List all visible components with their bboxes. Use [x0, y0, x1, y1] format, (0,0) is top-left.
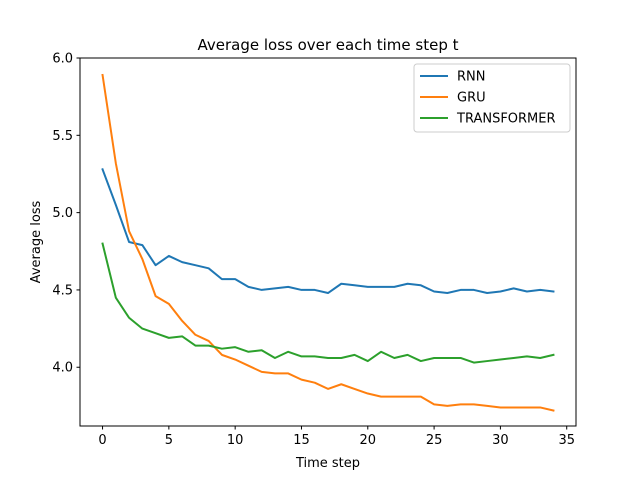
y-tick-label: 5.0: [52, 206, 73, 221]
x-tick-label: 5: [165, 433, 173, 448]
y-tick-label: 4.0: [52, 361, 73, 376]
y-tick-label: 6.0: [52, 52, 73, 67]
legend-label-transformer: TRANSFORMER: [456, 112, 556, 127]
x-tick-label: 10: [227, 433, 244, 448]
legend: RNN GRU TRANSFORMER: [413, 63, 571, 133]
x-tick-label: 35: [558, 433, 575, 448]
legend-label-gru: GRU: [457, 91, 486, 106]
y-axis-label: Average loss: [29, 200, 44, 283]
legend-label-rnn: RNN: [457, 70, 485, 85]
y-tick-label: 5.5: [52, 129, 73, 144]
x-tick-label: 0: [98, 433, 106, 448]
x-tick-label: 25: [426, 433, 443, 448]
plot-lines: [101, 73, 555, 412]
x-axis-label: Time step: [295, 456, 360, 471]
x-tick-label: 20: [360, 433, 377, 448]
x-tick-label: 15: [293, 433, 310, 448]
series-line-gru: [101, 73, 555, 412]
axis-ticks: 0 5 10 15 20 25 30 35 4.0 4.5 5.0 5.5 6.0: [52, 52, 575, 449]
series-line-rnn: [101, 168, 555, 295]
plot-frame: [79, 57, 577, 427]
chart-title: Average loss over each time step t: [197, 36, 458, 54]
x-tick-label: 30: [492, 433, 509, 448]
legend-box: [413, 63, 571, 133]
series-line-transformer: [101, 242, 555, 364]
y-tick-label: 4.5: [52, 283, 73, 298]
